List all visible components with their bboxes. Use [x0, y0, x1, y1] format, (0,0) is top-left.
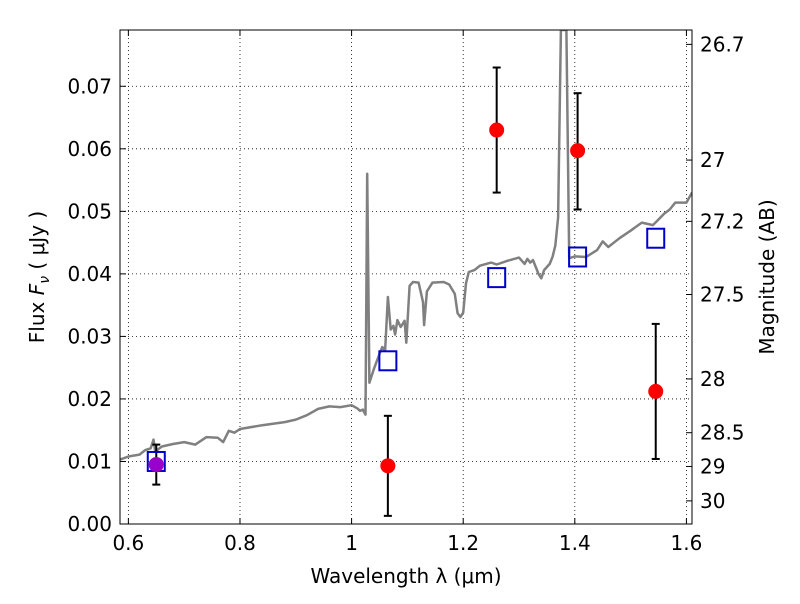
- model-spectrum-line: [120, 30, 692, 461]
- grid-layer: [120, 30, 692, 525]
- x-tick-label: 1.6: [671, 531, 703, 555]
- magnitude-tick-label: 28: [700, 367, 725, 391]
- y-tick-label: 0.00: [67, 512, 112, 536]
- errorbar-layer: [152, 66, 660, 517]
- magnitude-tick-label: 26.7: [700, 32, 745, 56]
- x-tick-label: 0.6: [112, 531, 144, 555]
- y-axis-label: Flux Fν ( μJy ): [25, 211, 53, 343]
- x-tick-label: 1.2: [447, 531, 479, 555]
- plot-frame: [119, 29, 693, 525]
- y-tick-label: 0.04: [67, 262, 112, 286]
- y-tick-label: 0.01: [67, 449, 112, 473]
- model-photometry-square: [646, 227, 666, 249]
- model-photometry-layer: [146, 227, 666, 472]
- magnitude-tick-label: 30: [700, 489, 725, 513]
- magnitude-tick-label: 27: [700, 148, 725, 172]
- observed-points-layer: [148, 122, 664, 474]
- observed-point: [380, 458, 396, 474]
- x-tick-label: 0.8: [224, 531, 256, 555]
- magnitude-tick-label: 29: [700, 454, 725, 478]
- magnitude-tick-label: 28.5: [700, 421, 745, 445]
- observed-point: [570, 143, 586, 159]
- y-tick-label: 0.02: [67, 387, 112, 411]
- y-tick-label: 0.06: [67, 137, 112, 161]
- magnitude-tick-label: 27.5: [700, 283, 745, 307]
- observed-point: [648, 383, 664, 399]
- x-axis-label: Wavelength λ (μm): [310, 564, 501, 588]
- observed-point: [489, 122, 505, 138]
- y-tick-label: 0.03: [67, 324, 112, 348]
- x-tick-label: 1: [345, 531, 358, 555]
- model-photometry-square: [378, 350, 398, 372]
- x-tick-label: 1.4: [559, 531, 591, 555]
- y-tick-label: 0.07: [67, 74, 112, 98]
- magnitude-tick-label: 27.2: [700, 209, 745, 233]
- ticks-layer: 0.6 0.8 1 1.2 1.4 1.6 0.00 0.01 0.02 0.03 0.04 0.05…: [67, 30, 745, 555]
- y-tick-label: 0.05: [67, 199, 112, 223]
- model-photometry-square: [487, 267, 507, 289]
- spectrum-layer: [120, 30, 692, 461]
- y-right-axis-label: Magnitude (AB): [755, 199, 779, 354]
- highlight-point: [148, 457, 164, 473]
- model-photometry-square: [568, 246, 588, 268]
